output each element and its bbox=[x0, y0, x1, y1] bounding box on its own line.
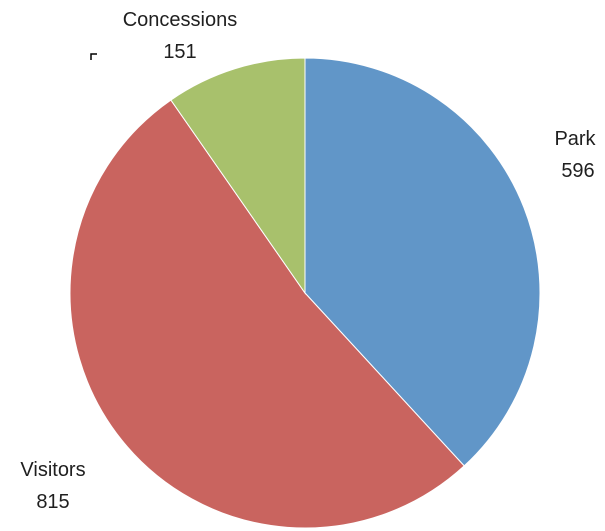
pie-slice-concessions bbox=[170, 57, 306, 295]
slice-label-concessions-value: 151 bbox=[163, 41, 196, 63]
slice-label-visitors-name: Visitors bbox=[20, 459, 85, 481]
slice-label-park: Park 596 bbox=[554, 128, 596, 182]
pie-slice-park bbox=[304, 57, 541, 467]
slice-label-park-value: 596 bbox=[561, 160, 594, 182]
pie-slices bbox=[69, 57, 541, 529]
slice-label-park-name: Park bbox=[554, 128, 596, 150]
slice-label-concessions: Concessions 151 bbox=[123, 9, 238, 63]
slice-label-concessions-name: Concessions bbox=[123, 9, 238, 31]
pie-slice-visitors bbox=[69, 99, 465, 529]
slice-label-visitors: Visitors 815 bbox=[20, 459, 85, 513]
slice-label-visitors-value: 815 bbox=[36, 491, 69, 513]
concessions-leader-line bbox=[90, 53, 97, 60]
